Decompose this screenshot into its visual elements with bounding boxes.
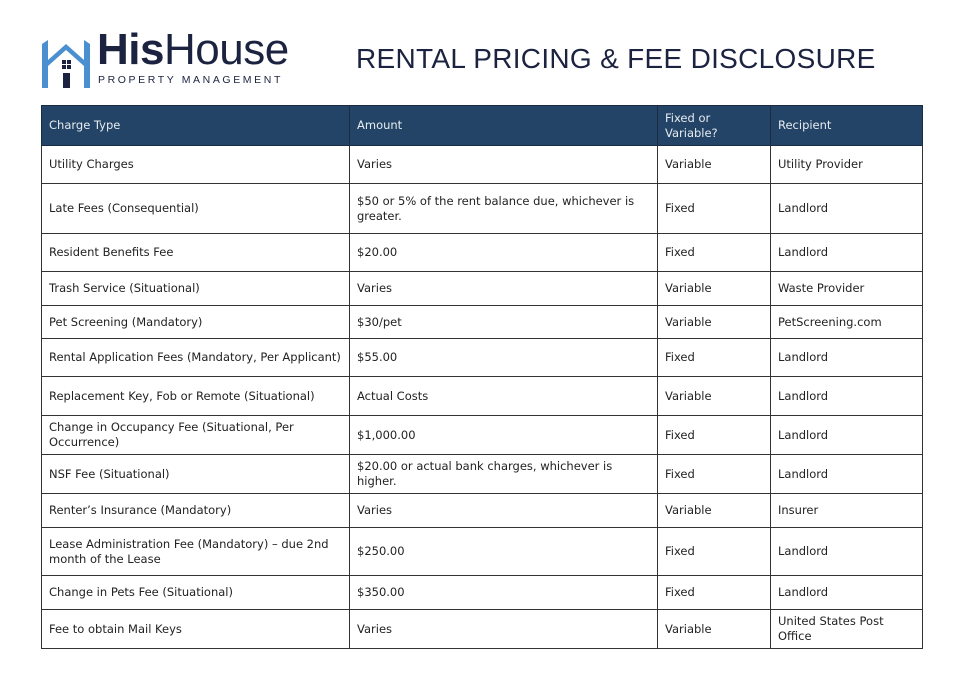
table-row: Late Fees (Consequential) $50 or 5% of th… bbox=[41, 183, 923, 234]
cell-charge-type: Fee to obtain Mail Keys bbox=[41, 609, 350, 649]
cell-recipient: Insurer bbox=[770, 493, 923, 528]
company-logo: HisHouse PROPERTY MANAGEMENT bbox=[40, 28, 330, 90]
cell-fixed-variable: Fixed bbox=[657, 454, 771, 494]
table-row: Change in Pets Fee (Situational) $350.00 F… bbox=[41, 575, 923, 610]
cell-amount: $30/pet bbox=[349, 305, 658, 339]
cell-amount: $350.00 bbox=[349, 575, 658, 610]
table-row: Lease Administration Fee (Mandatory) – d… bbox=[41, 527, 923, 576]
table-row: Renter’s Insurance (Mandatory) Varies Vari… bbox=[41, 493, 923, 528]
brand-name-bold: His bbox=[97, 25, 164, 74]
cell-recipient: Landlord bbox=[770, 338, 923, 377]
table-row: Pet Screening (Mandatory) $30/pet Variable… bbox=[41, 305, 923, 339]
cell-amount: $55.00 bbox=[349, 338, 658, 377]
cell-fixed-variable: Variable bbox=[657, 609, 771, 649]
cell-fixed-variable: Fixed bbox=[657, 233, 771, 272]
cell-fixed-variable: Variable bbox=[657, 376, 771, 416]
cell-recipient: Landlord bbox=[770, 527, 923, 576]
cell-amount: Varies bbox=[349, 609, 658, 649]
cell-fixed-variable: Fixed bbox=[657, 575, 771, 610]
header-amount: Amount bbox=[349, 105, 658, 146]
cell-recipient: Landlord bbox=[770, 454, 923, 494]
cell-recipient: Landlord bbox=[770, 575, 923, 610]
brand-name: HisHouse bbox=[97, 28, 289, 72]
cell-charge-type: Change in Pets Fee (Situational) bbox=[41, 575, 350, 610]
cell-charge-type: Replacement Key, Fob or Remote (Situatio… bbox=[41, 376, 350, 416]
table-row: Fee to obtain Mail Keys Varies Variable Uni… bbox=[41, 609, 923, 649]
brand-name-light: House bbox=[163, 25, 289, 74]
cell-fixed-variable: Fixed bbox=[657, 183, 771, 234]
cell-charge-type: NSF Fee (Situational) bbox=[41, 454, 350, 494]
fee-table: Charge Type Amount Fixed or Variable? Re… bbox=[41, 105, 923, 649]
cell-recipient: Landlord bbox=[770, 376, 923, 416]
brand-tagline: PROPERTY MANAGEMENT bbox=[98, 74, 283, 86]
cell-recipient: Landlord bbox=[770, 233, 923, 272]
table-row: Change in Occupancy Fee (Situational, Pe… bbox=[41, 415, 923, 455]
cell-charge-type: Late Fees (Consequential) bbox=[41, 183, 350, 234]
house-icon bbox=[42, 40, 90, 88]
cell-amount: $1,000.00 bbox=[349, 415, 658, 455]
table-row: Replacement Key, Fob or Remote (Situatio… bbox=[41, 376, 923, 416]
table-header-row: Charge Type Amount Fixed or Variable? Re… bbox=[41, 105, 923, 146]
cell-recipient: Waste Provider bbox=[770, 271, 923, 306]
cell-charge-type: Resident Benefits Fee bbox=[41, 233, 350, 272]
cell-amount: Varies bbox=[349, 271, 658, 306]
header-charge-type: Charge Type bbox=[41, 105, 350, 146]
cell-fixed-variable: Fixed bbox=[657, 415, 771, 455]
cell-amount: Varies bbox=[349, 145, 658, 184]
table-row: Utility Charges Varies Variable Utility Pro… bbox=[41, 145, 923, 184]
cell-amount: $50 or 5% of the rent balance due, which… bbox=[349, 183, 658, 234]
cell-amount: Actual Costs bbox=[349, 376, 658, 416]
table-row: Rental Application Fees (Mandatory, Per … bbox=[41, 338, 923, 377]
table-row: Resident Benefits Fee $20.00 Fixed Landlord bbox=[41, 233, 923, 272]
cell-charge-type: Utility Charges bbox=[41, 145, 350, 184]
table-row: NSF Fee (Situational) $20.00 or actual ba… bbox=[41, 454, 923, 494]
cell-fixed-variable: Variable bbox=[657, 271, 771, 306]
cell-recipient: United States Post Office bbox=[770, 609, 923, 649]
cell-recipient: Landlord bbox=[770, 183, 923, 234]
table-row: Trash Service (Situational) Varies Variabl… bbox=[41, 271, 923, 306]
header-fixed-variable: Fixed or Variable? bbox=[657, 105, 771, 146]
cell-amount: $20.00 or actual bank charges, whichever… bbox=[349, 454, 658, 494]
cell-recipient: Landlord bbox=[770, 415, 923, 455]
cell-charge-type: Trash Service (Situational) bbox=[41, 271, 350, 306]
header-recipient: Recipient bbox=[770, 105, 923, 146]
cell-charge-type: Rental Application Fees (Mandatory, Per … bbox=[41, 338, 350, 377]
cell-fixed-variable: Fixed bbox=[657, 527, 771, 576]
cell-charge-type: Lease Administration Fee (Mandatory) – d… bbox=[41, 527, 350, 576]
cell-charge-type: Change in Occupancy Fee (Situational, Pe… bbox=[41, 415, 350, 455]
cell-amount: $250.00 bbox=[349, 527, 658, 576]
cell-recipient: Utility Provider bbox=[770, 145, 923, 184]
cell-fixed-variable: Variable bbox=[657, 493, 771, 528]
cell-fixed-variable: Variable bbox=[657, 145, 771, 184]
cell-charge-type: Renter’s Insurance (Mandatory) bbox=[41, 493, 350, 528]
cell-fixed-variable: Variable bbox=[657, 305, 771, 339]
cell-amount: $20.00 bbox=[349, 233, 658, 272]
cell-amount: Varies bbox=[349, 493, 658, 528]
cell-fixed-variable: Fixed bbox=[657, 338, 771, 377]
cell-charge-type: Pet Screening (Mandatory) bbox=[41, 305, 350, 339]
cell-recipient: PetScreening.com bbox=[770, 305, 923, 339]
page-title: RENTAL PRICING & FEE DISCLOSURE bbox=[356, 43, 876, 74]
